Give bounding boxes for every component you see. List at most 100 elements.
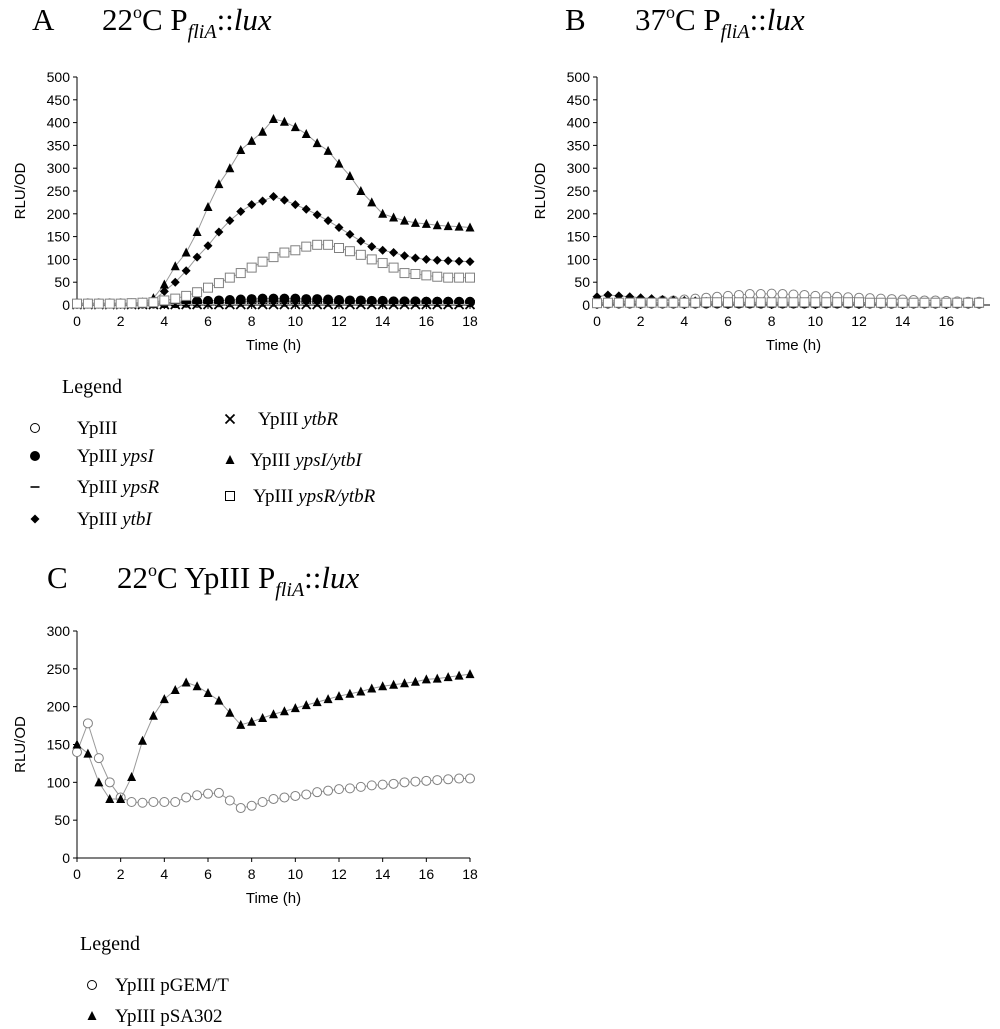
x-tick-label: 8 bbox=[248, 313, 256, 329]
data-point bbox=[213, 787, 224, 798]
data-point bbox=[247, 716, 257, 726]
data-point bbox=[766, 297, 777, 308]
data-point bbox=[181, 677, 191, 687]
data-point bbox=[170, 797, 181, 808]
panel-a-title: 22oC PfliA::lux bbox=[102, 2, 272, 43]
data-point bbox=[258, 713, 268, 723]
data-point bbox=[345, 229, 355, 239]
data-point bbox=[290, 790, 301, 801]
data-point bbox=[592, 298, 602, 309]
data-point bbox=[214, 179, 224, 189]
legend-entry: YpIII ypsR/ytbR bbox=[225, 486, 376, 507]
data-point bbox=[279, 792, 290, 803]
data-point bbox=[312, 210, 322, 220]
data-point bbox=[82, 718, 93, 729]
data-point bbox=[312, 239, 323, 250]
data-point bbox=[279, 247, 290, 258]
legend-label: YpIII ypsI bbox=[77, 446, 156, 467]
data-point bbox=[279, 195, 289, 205]
data-point bbox=[258, 196, 268, 206]
data-point bbox=[465, 222, 475, 232]
data-point bbox=[247, 200, 257, 210]
y-tick-label: 350 bbox=[567, 137, 591, 153]
x-tick-label: 16 bbox=[939, 313, 955, 329]
data-point bbox=[170, 277, 180, 287]
data-point bbox=[93, 753, 104, 764]
data-point bbox=[322, 299, 334, 310]
panel-b-letter: B bbox=[565, 2, 586, 37]
data-point bbox=[668, 297, 679, 308]
data-point bbox=[432, 220, 442, 230]
data-point bbox=[690, 297, 701, 308]
y-tick-label: 150 bbox=[567, 229, 591, 245]
data-point bbox=[421, 775, 432, 786]
data-point bbox=[777, 297, 788, 308]
chart-panel-a: 0 50 100 150 200 250 300 350 400 450 500 0 2 4 6 8 10 12 1… bbox=[12, 69, 478, 354]
data-point bbox=[246, 299, 257, 310]
data-point bbox=[224, 272, 235, 283]
x-tick-label: 4 bbox=[160, 313, 168, 329]
data-point bbox=[323, 785, 334, 796]
series-1 bbox=[72, 718, 475, 814]
data-point bbox=[181, 290, 192, 301]
data-point bbox=[181, 266, 191, 276]
y-tick-label: 200 bbox=[47, 699, 71, 715]
data-point bbox=[454, 670, 464, 680]
data-point bbox=[279, 116, 289, 126]
legend-entry: YpIII ytbI bbox=[30, 509, 153, 530]
data-point bbox=[657, 297, 668, 308]
panel-a-letter: A bbox=[32, 2, 55, 37]
data-point bbox=[355, 781, 366, 792]
data-point bbox=[410, 253, 420, 263]
legend-entry: YpIII pSA302 bbox=[87, 1006, 223, 1027]
data-point bbox=[72, 747, 82, 758]
data-point bbox=[443, 221, 453, 231]
x-tick-label: 2 bbox=[117, 313, 125, 329]
data-point bbox=[366, 254, 377, 265]
y-tick-label: 150 bbox=[47, 229, 71, 245]
data-point bbox=[443, 272, 454, 283]
y-tick-label: 450 bbox=[567, 92, 591, 108]
y-tick-label: 150 bbox=[47, 737, 71, 753]
data-point bbox=[213, 299, 225, 310]
data-point bbox=[170, 261, 180, 271]
data-point bbox=[712, 297, 723, 308]
y-tick-label: 0 bbox=[62, 297, 70, 313]
panel-b-heading: B 37oC PfliA::lux bbox=[565, 2, 805, 43]
x-tick-label: 4 bbox=[680, 313, 688, 329]
y-tick-label: 500 bbox=[47, 69, 71, 85]
data-point bbox=[192, 252, 202, 262]
data-point bbox=[465, 272, 475, 283]
data-point bbox=[290, 703, 300, 713]
data-point bbox=[941, 297, 952, 308]
data-point bbox=[389, 212, 399, 222]
data-point bbox=[410, 776, 421, 787]
data-point bbox=[399, 299, 410, 310]
data-point bbox=[334, 691, 344, 701]
data-point bbox=[148, 297, 159, 308]
data-point bbox=[334, 243, 344, 253]
legend-entry: YpIII pGEM/T bbox=[87, 975, 229, 996]
x-tick-label: 18 bbox=[462, 313, 478, 329]
legend-entry: YpIII ypsI/ytbI bbox=[225, 450, 363, 471]
data-point bbox=[257, 256, 268, 267]
data-point bbox=[213, 278, 224, 289]
data-point bbox=[116, 793, 126, 803]
data-point bbox=[454, 221, 464, 231]
x-tick-label: 12 bbox=[851, 313, 867, 329]
data-point bbox=[367, 242, 377, 252]
data-point bbox=[963, 297, 974, 308]
y-tick-label: 250 bbox=[567, 183, 591, 199]
data-point bbox=[345, 688, 355, 698]
legend-label: YpIII ytbI bbox=[77, 509, 153, 530]
data-point bbox=[115, 298, 126, 309]
data-point bbox=[225, 163, 235, 173]
data-point bbox=[269, 113, 278, 123]
data-point bbox=[323, 145, 333, 155]
data-point bbox=[821, 297, 832, 308]
x-tick-label: 0 bbox=[593, 313, 601, 329]
data-point bbox=[602, 297, 613, 308]
data-point bbox=[323, 216, 333, 226]
data-point bbox=[755, 297, 766, 308]
data-point bbox=[159, 694, 169, 704]
